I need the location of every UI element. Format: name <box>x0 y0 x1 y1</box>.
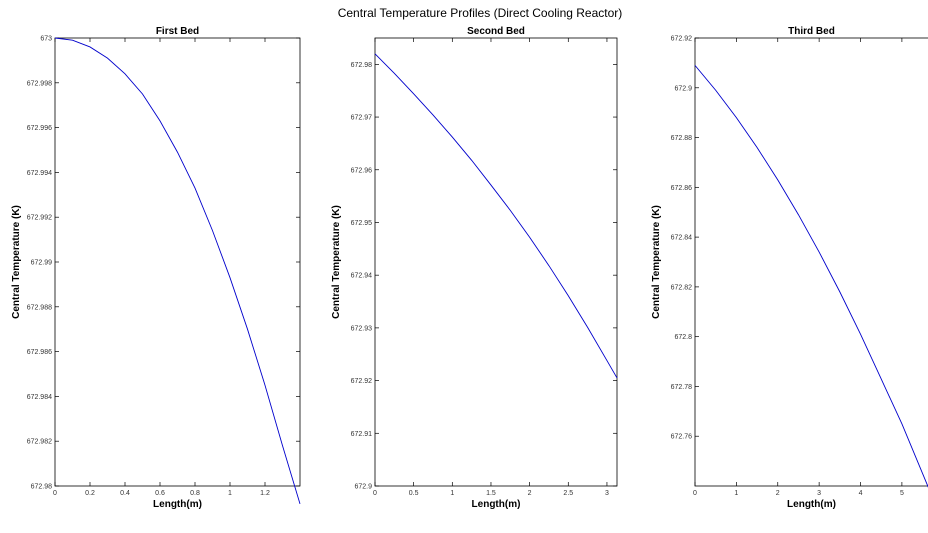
x-tick-label: 3 <box>817 490 821 497</box>
panel-first-bed: 0 0.2 0.4 0.6 0.8 1 1.2 672.98 672.982 672.984 672… <box>11 26 301 510</box>
panel-second-bed: 0 0.5 1 1.5 2 2.5 3 672.9 672.91 672.92 672.93 672.… <box>331 26 618 510</box>
x-tick-label: 1.2 <box>260 490 270 497</box>
series-line <box>694 65 928 488</box>
x-tick-label: 0 <box>693 490 697 497</box>
panel-title: First Bed <box>156 26 199 37</box>
y-tick-label: 672.93 <box>351 325 373 332</box>
y-tick-label: 672.84 <box>671 235 693 242</box>
y-tick-label: 672.96 <box>351 167 373 174</box>
x-tick-label: 1 <box>228 490 232 497</box>
axes-frame <box>54 37 301 487</box>
x-axis-label: Length(m) <box>153 499 202 510</box>
y-tick-label: 672.98 <box>31 484 53 491</box>
x-tick-label: 1.5 <box>486 490 496 497</box>
axes-frame <box>694 37 928 487</box>
y-tick-label: 672.82 <box>671 284 693 291</box>
x-axis-label: Length(m) <box>472 499 521 510</box>
y-tick-label: 672.992 <box>27 215 52 222</box>
y-tick-label: 672.86 <box>671 185 693 192</box>
panel-title: Third Bed <box>788 26 835 37</box>
y-tick-label: 672.996 <box>27 125 52 132</box>
panel-third-bed: 0 1 2 3 4 5 672.76 672.78 672.8 672.82 672.84 672.8… <box>651 26 928 510</box>
y-axis-label: Central Temperature (K) <box>331 205 342 319</box>
y-tick-label: 672.88 <box>671 135 693 142</box>
x-tick-label: 3 <box>605 490 609 497</box>
y-tick-label: 672.9 <box>674 85 692 92</box>
x-tick-label: 2 <box>528 490 532 497</box>
y-tick-label: 672.9 <box>354 484 372 491</box>
y-axis-label: Central Temperature (K) <box>651 205 662 319</box>
x-tick-label: 0.6 <box>155 490 165 497</box>
x-tick-label: 2 <box>776 490 780 497</box>
x-tick-label: 0 <box>53 490 57 497</box>
y-tick-label: 672.984 <box>27 394 52 401</box>
y-tick-label: 672.95 <box>351 220 373 227</box>
axes-frame <box>374 37 618 487</box>
x-tick-label: 5 <box>900 490 904 497</box>
x-tick-label: 1 <box>450 490 454 497</box>
y-tick-label: 672.76 <box>671 434 693 441</box>
series-line <box>54 37 301 505</box>
x-tick-label: 2.5 <box>563 490 573 497</box>
y-tick-label: 672.92 <box>351 378 373 385</box>
figure-title: Central Temperature Profiles (Direct Coo… <box>338 6 623 20</box>
y-tick-label: 672.988 <box>27 304 52 311</box>
y-tick-label: 672.982 <box>27 439 52 446</box>
x-tick-label: 1 <box>734 490 738 497</box>
x-tick-label: 0.4 <box>120 490 130 497</box>
y-tick-label: 673 <box>40 36 52 43</box>
x-axis-label: Length(m) <box>787 499 836 510</box>
y-tick-label: 672.998 <box>27 80 52 87</box>
y-tick-label: 672.8 <box>674 334 692 341</box>
y-axis-label: Central Temperature (K) <box>11 205 22 319</box>
x-tick-label: 0.5 <box>409 490 419 497</box>
y-tick-label: 672.97 <box>351 115 373 122</box>
x-tick-label: 0 <box>373 490 377 497</box>
y-tick-label: 672.994 <box>27 170 52 177</box>
x-tick-label: 4 <box>859 490 863 497</box>
x-tick-label: 0.8 <box>190 490 200 497</box>
y-tick-label: 672.94 <box>351 273 373 280</box>
series-line <box>374 53 618 379</box>
panel-title: Second Bed <box>467 26 525 37</box>
y-tick-label: 672.98 <box>351 62 373 69</box>
y-tick-label: 672.91 <box>351 431 373 438</box>
y-tick-label: 672.78 <box>671 384 693 391</box>
x-tick-label: 0.2 <box>85 490 95 497</box>
y-tick-label: 672.92 <box>671 36 693 43</box>
y-tick-label: 672.99 <box>31 260 53 267</box>
y-tick-label: 672.986 <box>27 349 52 356</box>
